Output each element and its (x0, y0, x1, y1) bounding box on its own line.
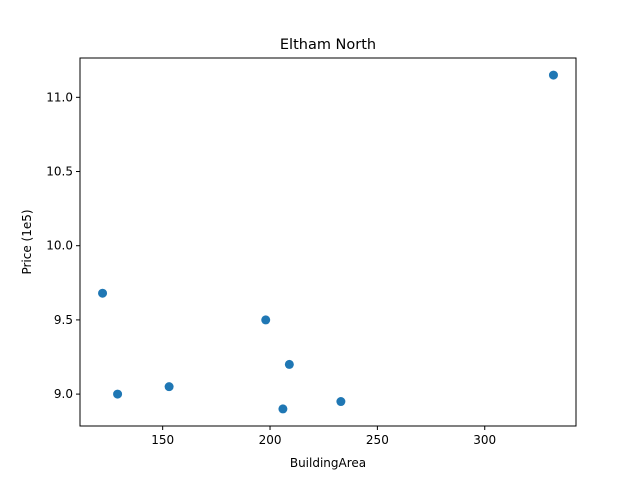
plot-frame (79, 57, 577, 427)
data-point (113, 389, 123, 399)
x-axis-label: BuildingArea (290, 456, 366, 470)
data-point (284, 359, 294, 369)
y-axis-ticks: 9.0 9.5 10.0 10.5 11.0 (46, 90, 80, 401)
x-axis-ticks: 150 200 250 300 (151, 426, 496, 447)
y-tick-label: 9.5 (54, 313, 73, 327)
chart-title: Eltham North (280, 37, 376, 53)
x-tick-label: 250 (366, 433, 389, 447)
data-point (336, 397, 346, 407)
x-tick-label: 150 (151, 433, 174, 447)
y-tick-label: 11.0 (46, 90, 73, 104)
y-tick-label: 9.0 (54, 387, 73, 401)
y-tick-label: 10.0 (46, 239, 73, 253)
plot-area: 150 200 250 300 9.0 9.5 10.0 10.5 11.0 (46, 57, 577, 447)
data-point (278, 404, 288, 414)
data-points (98, 70, 558, 414)
y-axis-label: Price (1e5) (20, 209, 34, 274)
y-tick-label: 10.5 (46, 165, 73, 179)
data-point (261, 315, 271, 325)
data-point (164, 382, 174, 392)
data-point (548, 70, 558, 80)
data-point (98, 288, 108, 298)
x-tick-label: 200 (259, 433, 282, 447)
x-tick-label: 300 (473, 433, 496, 447)
